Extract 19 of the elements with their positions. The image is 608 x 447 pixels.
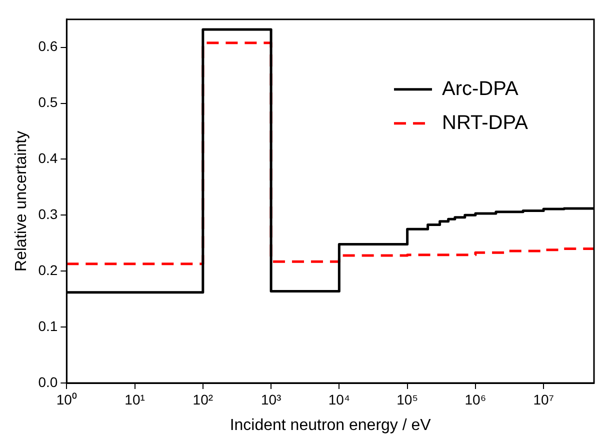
legend-label: NRT-DPA <box>442 112 529 134</box>
x-tick-label: 10⁰ <box>56 391 77 408</box>
y-tick-label: 0.3 <box>38 206 58 222</box>
y-tick-label: 0.0 <box>38 374 58 390</box>
x-tick-label: 10⁵ <box>396 391 418 408</box>
x-tick-label: 10² <box>192 391 214 408</box>
y-axis-title: Relative uncertainty <box>13 130 30 272</box>
y-tick-label: 0.4 <box>38 150 58 166</box>
y-tick-label: 0.1 <box>38 318 58 334</box>
x-tick-label: 10⁶ <box>464 391 486 408</box>
x-tick-label: 10³ <box>260 391 282 408</box>
x-tick-label: 10⁷ <box>533 391 554 408</box>
legend-label: Arc-DPA <box>442 78 519 100</box>
y-tick-label: 0.5 <box>38 94 58 110</box>
y-tick-label: 0.2 <box>38 262 58 278</box>
x-tick-label: 10⁴ <box>328 391 350 408</box>
y-tick-label: 0.6 <box>38 38 58 54</box>
x-tick-label: 10¹ <box>124 391 146 408</box>
x-axis-title: Incident neutron energy / eV <box>230 416 432 434</box>
